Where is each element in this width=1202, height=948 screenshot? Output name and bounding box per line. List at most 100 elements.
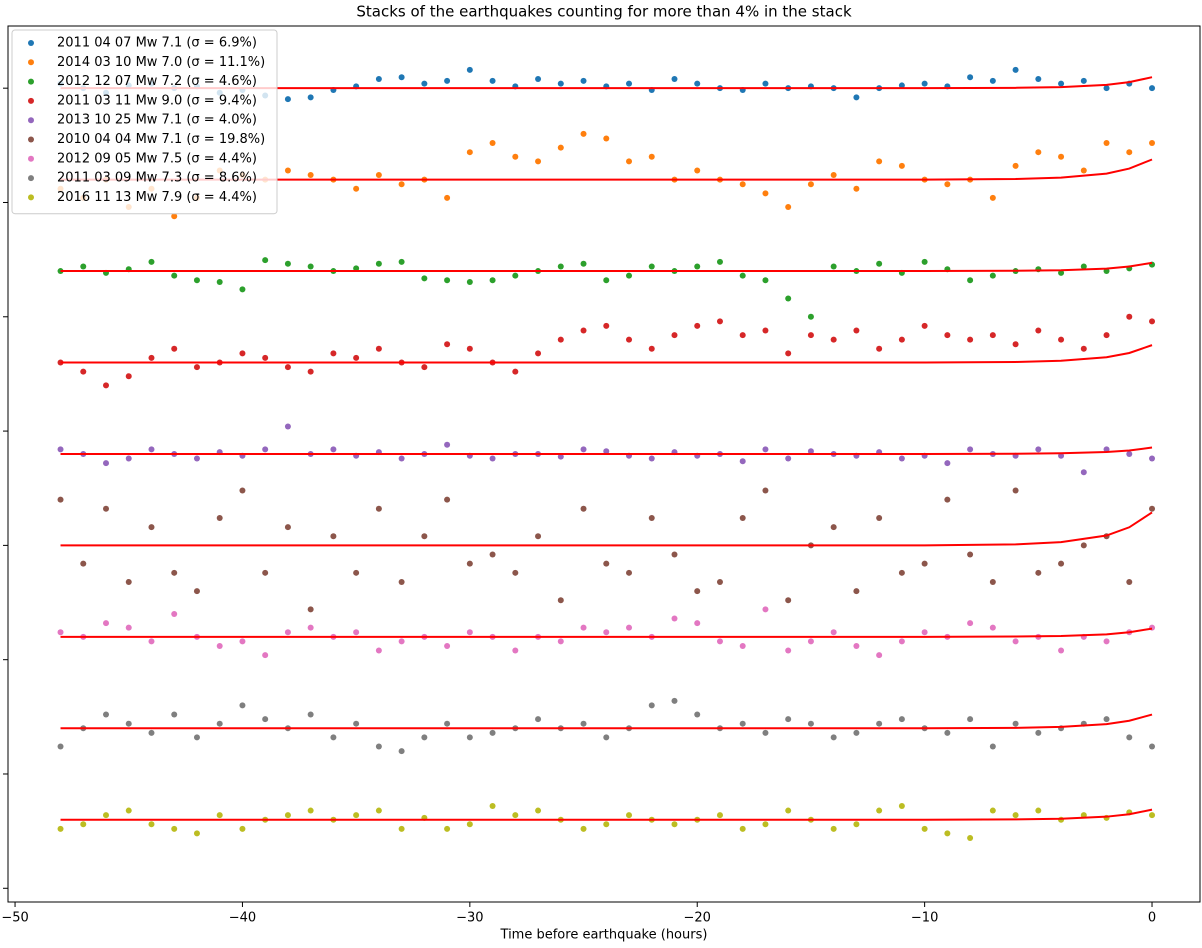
legend-box: [11, 29, 278, 215]
point: [444, 194, 451, 201]
point: [580, 505, 587, 512]
point: [307, 368, 314, 375]
point: [80, 560, 87, 567]
point: [580, 327, 587, 334]
point: [398, 181, 405, 188]
point: [398, 74, 405, 81]
point: [398, 578, 405, 585]
point: [921, 80, 928, 87]
point: [557, 144, 564, 151]
point: [535, 158, 542, 165]
point: [80, 263, 87, 270]
point: [785, 807, 792, 814]
point: [694, 263, 701, 270]
point: [807, 313, 814, 320]
point: [807, 181, 814, 188]
point: [580, 825, 587, 832]
point: [193, 277, 200, 284]
point: [944, 181, 951, 188]
chart-title: Stacks of the earthquakes counting for m…: [356, 3, 852, 21]
point: [557, 453, 564, 460]
point: [762, 446, 769, 453]
point: [444, 277, 451, 284]
point: [57, 446, 64, 453]
point: [148, 638, 155, 645]
point: [171, 272, 178, 279]
point: [1035, 446, 1042, 453]
point: [739, 272, 746, 279]
point: [353, 265, 360, 272]
point: [762, 487, 769, 494]
point: [148, 258, 155, 265]
point: [853, 642, 860, 649]
point: [489, 277, 496, 284]
point: [103, 711, 110, 718]
point: [1058, 269, 1065, 276]
point: [807, 720, 814, 727]
point: [716, 318, 723, 325]
point: [284, 524, 291, 531]
point: [57, 629, 64, 636]
point: [989, 332, 996, 339]
point: [125, 455, 132, 462]
point: [535, 76, 542, 83]
point: [330, 350, 337, 357]
point: [1103, 332, 1110, 339]
point: [466, 629, 473, 636]
point: [375, 345, 382, 352]
point: [898, 82, 905, 89]
legend-marker: [28, 136, 34, 143]
point: [535, 533, 542, 540]
point: [421, 80, 428, 87]
point: [785, 455, 792, 462]
point: [1012, 66, 1019, 73]
legend-label: 2013 10 25 Mw 7.1 (σ = 4.0%): [57, 113, 257, 128]
point: [375, 260, 382, 267]
point: [716, 638, 723, 645]
point: [853, 588, 860, 595]
point: [80, 821, 87, 828]
point: [535, 716, 542, 723]
point: [444, 825, 451, 832]
point: [921, 258, 928, 265]
point: [967, 277, 974, 284]
point: [444, 77, 451, 84]
point: [1149, 318, 1156, 325]
point: [398, 258, 405, 265]
point: [830, 524, 837, 531]
point: [353, 720, 360, 727]
point: [466, 560, 473, 567]
point: [284, 364, 291, 371]
point: [421, 533, 428, 540]
x-tick-label: −30: [456, 911, 483, 926]
point: [921, 629, 928, 636]
point: [171, 610, 178, 617]
point: [216, 720, 223, 727]
legend-label: 2011 03 11 Mw 9.0 (σ = 9.4%): [57, 93, 257, 108]
fit-line: [60, 158, 1153, 181]
point: [1149, 455, 1156, 462]
point: [535, 807, 542, 814]
point: [876, 807, 883, 814]
point: [694, 711, 701, 718]
point: [444, 642, 451, 649]
point: [512, 272, 519, 279]
point: [648, 153, 655, 160]
point: [830, 172, 837, 179]
fit-line: [60, 76, 1153, 90]
point: [807, 638, 814, 645]
point: [671, 821, 678, 828]
point: [648, 702, 655, 709]
point: [1126, 149, 1133, 156]
point: [967, 336, 974, 343]
point: [876, 514, 883, 521]
point: [626, 272, 633, 279]
point: [603, 135, 610, 142]
fit-line: [60, 713, 1153, 730]
point: [989, 194, 996, 201]
point: [603, 277, 610, 284]
point: [1012, 812, 1019, 819]
point: [716, 258, 723, 265]
point: [603, 560, 610, 567]
point: [284, 812, 291, 819]
